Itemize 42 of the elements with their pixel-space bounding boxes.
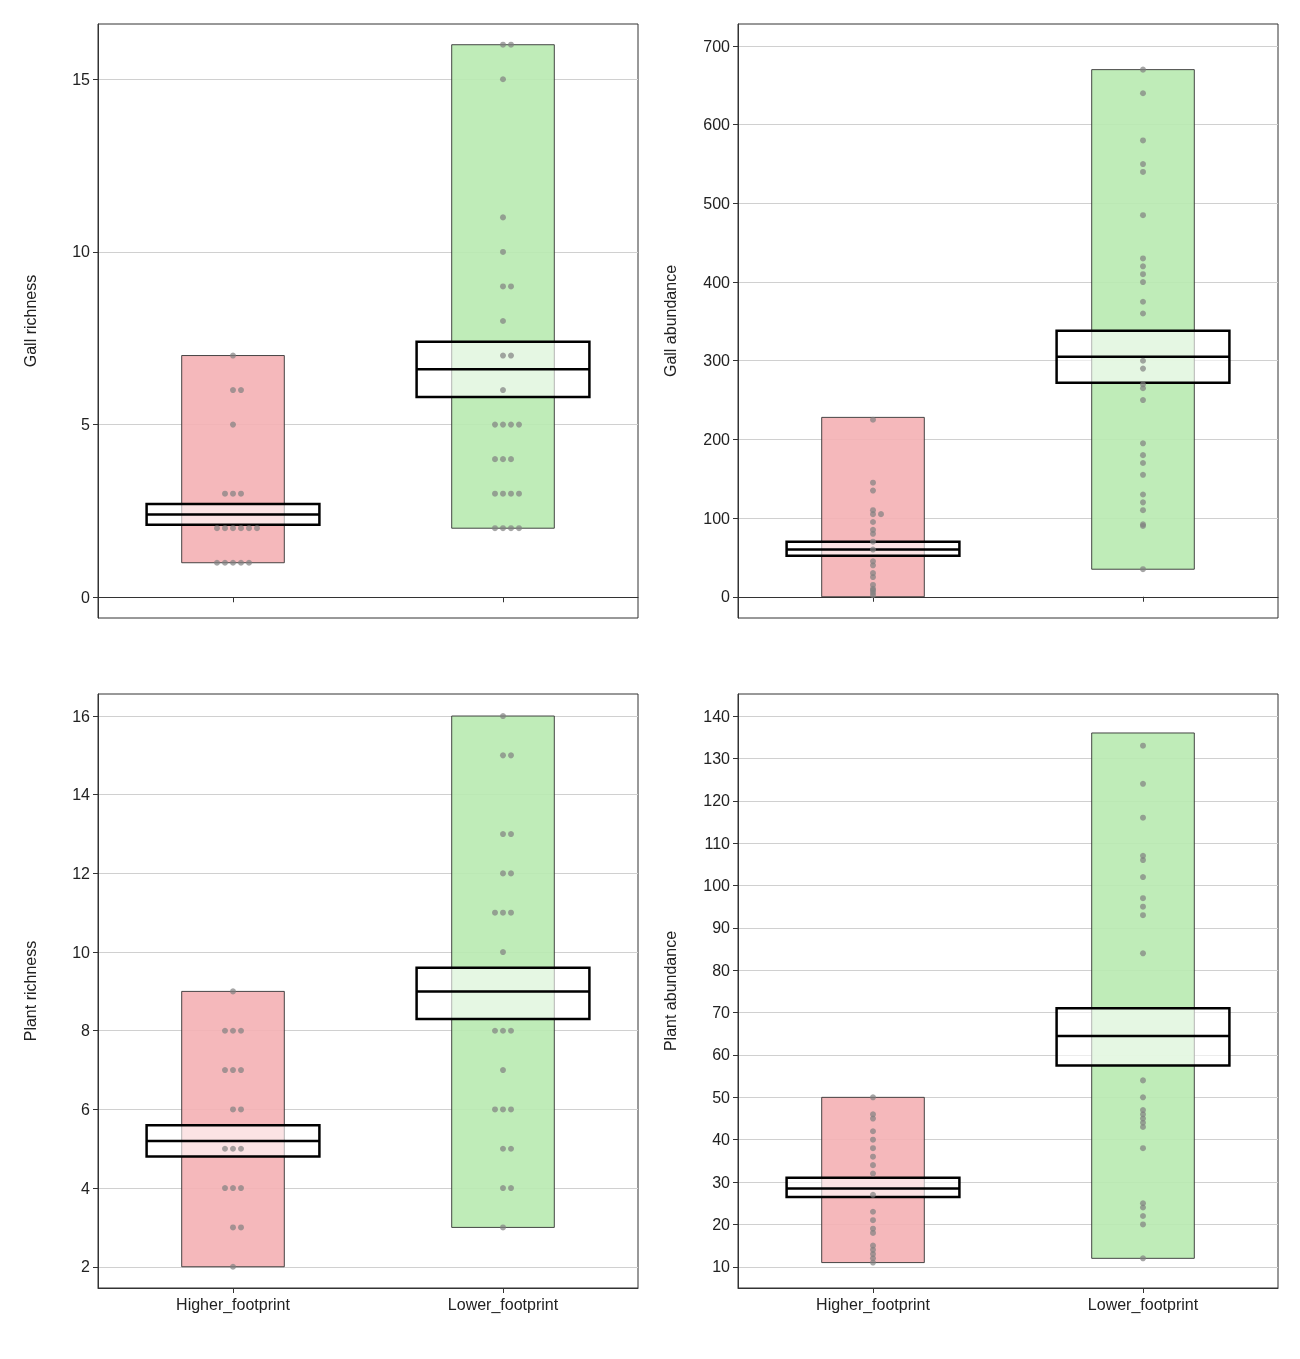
y-tick-label: 200 — [703, 430, 731, 448]
y-tick-label: 2 — [81, 1258, 91, 1276]
y-axis-title: Plant abundance — [661, 930, 679, 1052]
y-tick-label: 130 — [703, 749, 731, 767]
y-tick-label: 70 — [712, 1004, 731, 1022]
y-axis-title: Plant richness — [21, 940, 39, 1042]
y-tick-label: 5 — [81, 416, 91, 434]
y-tick-label: 15 — [72, 70, 91, 88]
y-tick-label: 120 — [703, 792, 731, 810]
y-tick-label: 700 — [703, 37, 731, 55]
y-tick-label: 10 — [72, 243, 91, 261]
x-tick-label: Lower_footprint — [1087, 1295, 1199, 1314]
y-axis-title: Gall richness — [21, 274, 39, 368]
y-tick-label: 14 — [72, 786, 91, 804]
y-tick-label: 20 — [712, 1215, 731, 1233]
y-tick-label: 40 — [712, 1131, 731, 1149]
y-tick-label: 30 — [712, 1173, 731, 1191]
y-tick-label: 16 — [72, 707, 91, 725]
y-tick-label: 10 — [72, 943, 91, 961]
y-tick-label: 100 — [703, 877, 731, 894]
y-tick-label: 140 — [703, 707, 731, 725]
y-tick-label: 400 — [703, 273, 731, 291]
y-tick-label: 0 — [81, 588, 91, 606]
y-tick-label: 8 — [81, 1022, 91, 1040]
y-tick-label: 60 — [712, 1046, 731, 1064]
y-tick-label: 6 — [81, 1100, 91, 1118]
y-tick-label: 50 — [712, 1088, 731, 1106]
y-tick-label: 80 — [712, 961, 731, 979]
y-tick-label: 10 — [712, 1258, 731, 1276]
y-tick-label: 100 — [703, 509, 731, 527]
y-axis-title: Gall abundance — [661, 264, 679, 378]
y-tick-label: 500 — [703, 194, 731, 212]
y-tick-label: 90 — [712, 919, 731, 937]
y-tick-label: 0 — [721, 588, 731, 606]
x-tick-label: Lower_footprint — [447, 1295, 559, 1314]
y-tick-label: 600 — [703, 116, 731, 134]
y-tick-label: 12 — [72, 864, 91, 882]
x-tick-label: Higher_footprint — [816, 1295, 931, 1314]
y-tick-label: 4 — [81, 1179, 91, 1197]
y-tick-label: 300 — [703, 352, 731, 370]
x-tick-label: Higher_footprint — [176, 1295, 291, 1314]
y-tick-label: 110 — [704, 834, 731, 852]
